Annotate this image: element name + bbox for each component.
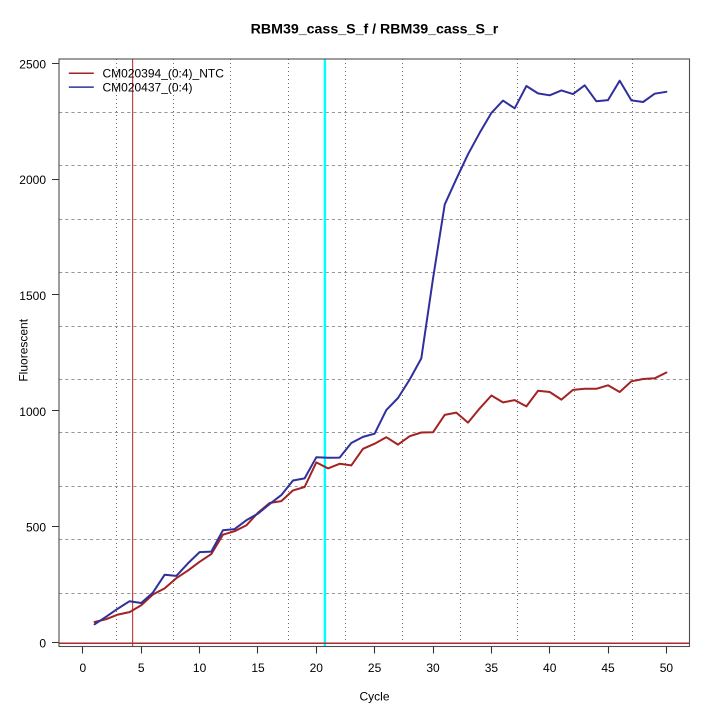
svg-text:1500: 1500 (19, 289, 46, 303)
svg-text:35: 35 (485, 661, 499, 675)
svg-text:45: 45 (601, 661, 615, 675)
svg-text:40: 40 (543, 661, 557, 675)
svg-text:30: 30 (426, 661, 440, 675)
svg-text:2000: 2000 (19, 173, 46, 187)
svg-text:50: 50 (660, 661, 674, 675)
svg-text:15: 15 (251, 661, 265, 675)
svg-text:CM020437_(0:4): CM020437_(0:4) (103, 80, 193, 94)
svg-text:CM020394_(0:4)_NTC: CM020394_(0:4)_NTC (103, 67, 225, 81)
svg-text:Fluorescent: Fluorescent (16, 318, 30, 381)
svg-text:1000: 1000 (19, 405, 46, 419)
svg-text:25: 25 (368, 661, 382, 675)
svg-text:RBM39_cass_S_f / RBM39_cass_S_: RBM39_cass_S_f / RBM39_cass_S_r (251, 21, 499, 37)
svg-text:500: 500 (26, 521, 46, 535)
svg-text:10: 10 (193, 661, 207, 675)
svg-text:20: 20 (310, 661, 324, 675)
svg-text:0: 0 (80, 661, 87, 675)
svg-text:0: 0 (39, 636, 46, 650)
svg-text:Cycle: Cycle (359, 689, 389, 703)
svg-text:2500: 2500 (19, 57, 46, 71)
svg-text:5: 5 (138, 661, 145, 675)
